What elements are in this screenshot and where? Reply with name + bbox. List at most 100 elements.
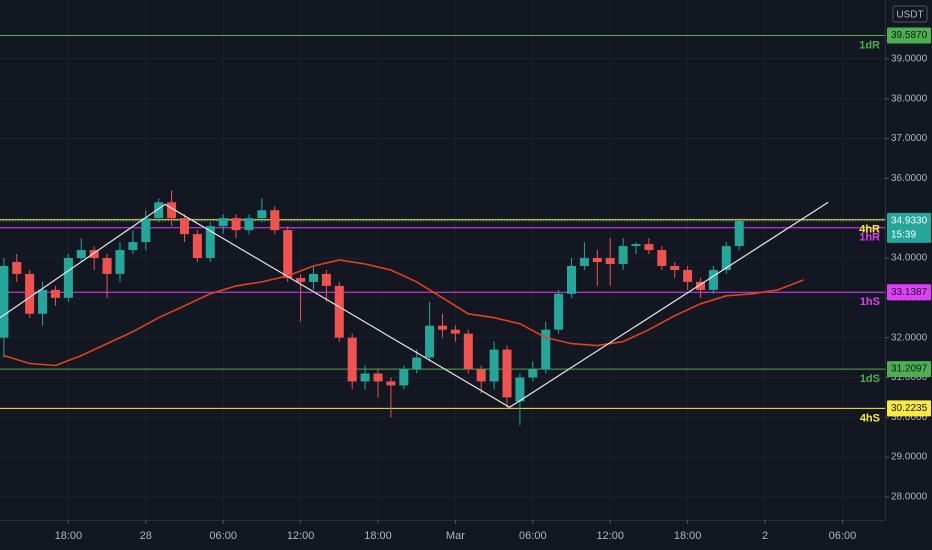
candle-body — [308, 273, 319, 282]
y-tick-label: 31.0000 — [891, 372, 928, 383]
y-tick-label: 30.0000 — [891, 412, 928, 423]
level-name: 1dR — [859, 39, 880, 51]
candle-body — [554, 293, 564, 330]
last-price-box — [887, 212, 931, 243]
x-tick-label: 12:00 — [596, 530, 624, 542]
candle-body — [696, 281, 706, 290]
candle-body — [605, 258, 615, 264]
candle-body — [618, 246, 628, 264]
level-name: 1hR — [859, 232, 880, 244]
x-tick-label: 18:00 — [674, 530, 702, 542]
candle-body — [463, 333, 473, 370]
candle-body — [334, 285, 344, 338]
candle-body — [502, 349, 512, 398]
y-tick-label: 32.0000 — [891, 332, 928, 343]
candle-body — [231, 218, 241, 231]
candle-body — [360, 373, 370, 382]
candle-body — [566, 265, 577, 294]
y-tick-label: 38.0000 — [891, 93, 928, 104]
x-tick-label: 18:00 — [55, 530, 83, 542]
candle-body — [373, 373, 383, 382]
level-name: 4hS — [860, 412, 880, 424]
trendline — [0, 201, 829, 409]
candle-body — [167, 202, 177, 219]
candle-body — [321, 273, 331, 286]
level-name: 1hS — [860, 296, 880, 308]
y-tick-label: 37.0000 — [891, 133, 928, 144]
x-tick-label: 28 — [140, 530, 152, 542]
y-tick-label: 34.0000 — [891, 253, 928, 264]
candle-body — [579, 258, 589, 266]
candle-body — [476, 369, 486, 382]
candle-body — [734, 220, 744, 247]
y-tick-label: 36.0000 — [891, 173, 928, 184]
candle-body — [437, 325, 448, 330]
candle-body — [386, 381, 396, 386]
level-name: 1dS — [860, 373, 880, 385]
candle-body — [515, 377, 525, 402]
y-tick-label: 39.0000 — [891, 54, 928, 65]
candle-body — [154, 202, 164, 219]
candle-body — [76, 250, 86, 259]
candle-body — [425, 325, 435, 358]
candle-body — [708, 269, 718, 290]
x-tick-label: 06:00 — [829, 530, 857, 542]
level-value-label: 31.2097 — [891, 364, 928, 375]
candle-body — [631, 244, 641, 247]
candle-body — [412, 357, 422, 370]
level-value-label: 39.5870 — [891, 30, 928, 41]
currency-button[interactable] — [892, 5, 928, 23]
candle-body — [399, 369, 409, 386]
candle-body — [670, 265, 680, 270]
candle-body — [644, 244, 654, 251]
candle-body — [38, 289, 48, 314]
candle-body — [296, 277, 306, 282]
last-price-label: 34.9330 — [891, 216, 928, 227]
candle-body — [205, 226, 215, 259]
level-value-box — [887, 284, 931, 301]
candle-body — [257, 210, 267, 219]
candle-body — [270, 210, 280, 231]
candle-body — [528, 369, 538, 378]
candle-body — [128, 242, 138, 251]
x-tick-label: Mar — [446, 530, 465, 542]
candle-body — [592, 258, 602, 262]
currency-label[interactable]: USDT — [896, 10, 923, 21]
candle-body — [179, 218, 189, 235]
candle-body — [50, 289, 60, 298]
candle-body — [25, 273, 35, 314]
candle-body — [721, 246, 731, 270]
candle-body — [12, 261, 22, 274]
candle-body — [244, 218, 254, 231]
candle-body — [0, 265, 9, 338]
level-value-label: 30.2235 — [891, 403, 928, 414]
level-value-box — [887, 400, 931, 417]
candle-body — [683, 269, 693, 282]
x-tick-label: 06:00 — [209, 530, 237, 542]
level-value-box — [887, 27, 931, 44]
candle-body — [102, 258, 112, 274]
candle-body — [450, 329, 460, 334]
candle-body — [192, 234, 202, 259]
level-value-label: 33.1387 — [891, 287, 928, 298]
candle-body — [218, 218, 228, 227]
candle-body — [347, 337, 357, 382]
candle-body — [541, 329, 551, 370]
moving-average — [3, 259, 804, 367]
x-tick-label: 2 — [762, 530, 768, 542]
candle-body — [89, 250, 99, 259]
candle-body — [141, 218, 151, 243]
level-value-box — [887, 361, 931, 378]
candle-body — [283, 230, 293, 278]
candle-body — [489, 349, 499, 382]
candle-body — [63, 258, 73, 298]
x-tick-label: 06:00 — [519, 530, 547, 542]
y-tick-label: 28.0000 — [891, 492, 928, 503]
x-tick-label: 12:00 — [287, 530, 315, 542]
candle-body — [115, 250, 125, 274]
countdown-label: 15:39 — [891, 230, 916, 241]
level-name: 4hR — [859, 224, 880, 236]
candle-body — [657, 250, 667, 266]
